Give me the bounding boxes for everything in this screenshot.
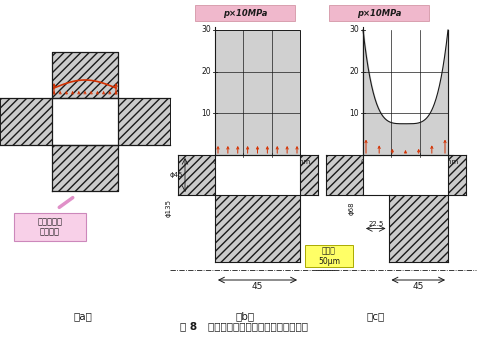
Text: 22.5: 22.5 — [367, 220, 383, 226]
Text: 45: 45 — [412, 282, 423, 291]
Text: p×10MPa: p×10MPa — [356, 8, 400, 18]
Text: 30: 30 — [348, 25, 358, 35]
Bar — [215, 195, 299, 262]
Text: （b）: （b） — [235, 311, 254, 321]
Bar — [325, 155, 465, 195]
Text: 45mm: 45mm — [436, 159, 458, 165]
Bar — [387, 195, 447, 262]
Text: 0: 0 — [360, 159, 365, 165]
Bar — [195, 5, 294, 21]
Text: 图 8   过盈连接的应力集中和接触应力分布: 图 8 过盈连接的应力集中和接触应力分布 — [180, 321, 307, 331]
Text: 15: 15 — [239, 159, 247, 165]
Text: （c）: （c） — [366, 311, 385, 321]
Bar — [178, 155, 317, 195]
Text: 45: 45 — [251, 282, 263, 291]
Bar — [14, 213, 86, 241]
Text: ϕ68: ϕ68 — [348, 202, 354, 215]
Text: 30: 30 — [201, 25, 210, 35]
Text: ϕ135: ϕ135 — [165, 199, 172, 218]
Bar — [215, 30, 299, 155]
Text: 45mm: 45mm — [288, 159, 310, 165]
Bar — [305, 245, 352, 267]
Text: p×10MPa: p×10MPa — [223, 8, 266, 18]
Text: 10: 10 — [201, 109, 210, 118]
Text: 15: 15 — [386, 159, 395, 165]
Text: （a）: （a） — [73, 311, 92, 321]
Text: 过盈连接的
应力集中: 过盈连接的 应力集中 — [38, 217, 62, 237]
Text: 20: 20 — [348, 67, 358, 76]
Bar — [52, 145, 118, 191]
Bar — [362, 155, 447, 195]
Text: 0: 0 — [212, 159, 217, 165]
Bar — [52, 98, 118, 145]
Bar — [52, 52, 118, 98]
Text: 20: 20 — [201, 67, 210, 76]
Text: ϕ45: ϕ45 — [169, 172, 183, 178]
Bar — [0, 98, 52, 145]
Bar — [118, 98, 170, 145]
Text: 30: 30 — [414, 159, 423, 165]
Text: 过盈量
50μm: 过盈量 50μm — [317, 246, 339, 266]
Bar — [215, 155, 299, 195]
Text: 30: 30 — [266, 159, 276, 165]
Bar — [328, 5, 428, 21]
Text: 10: 10 — [348, 109, 358, 118]
